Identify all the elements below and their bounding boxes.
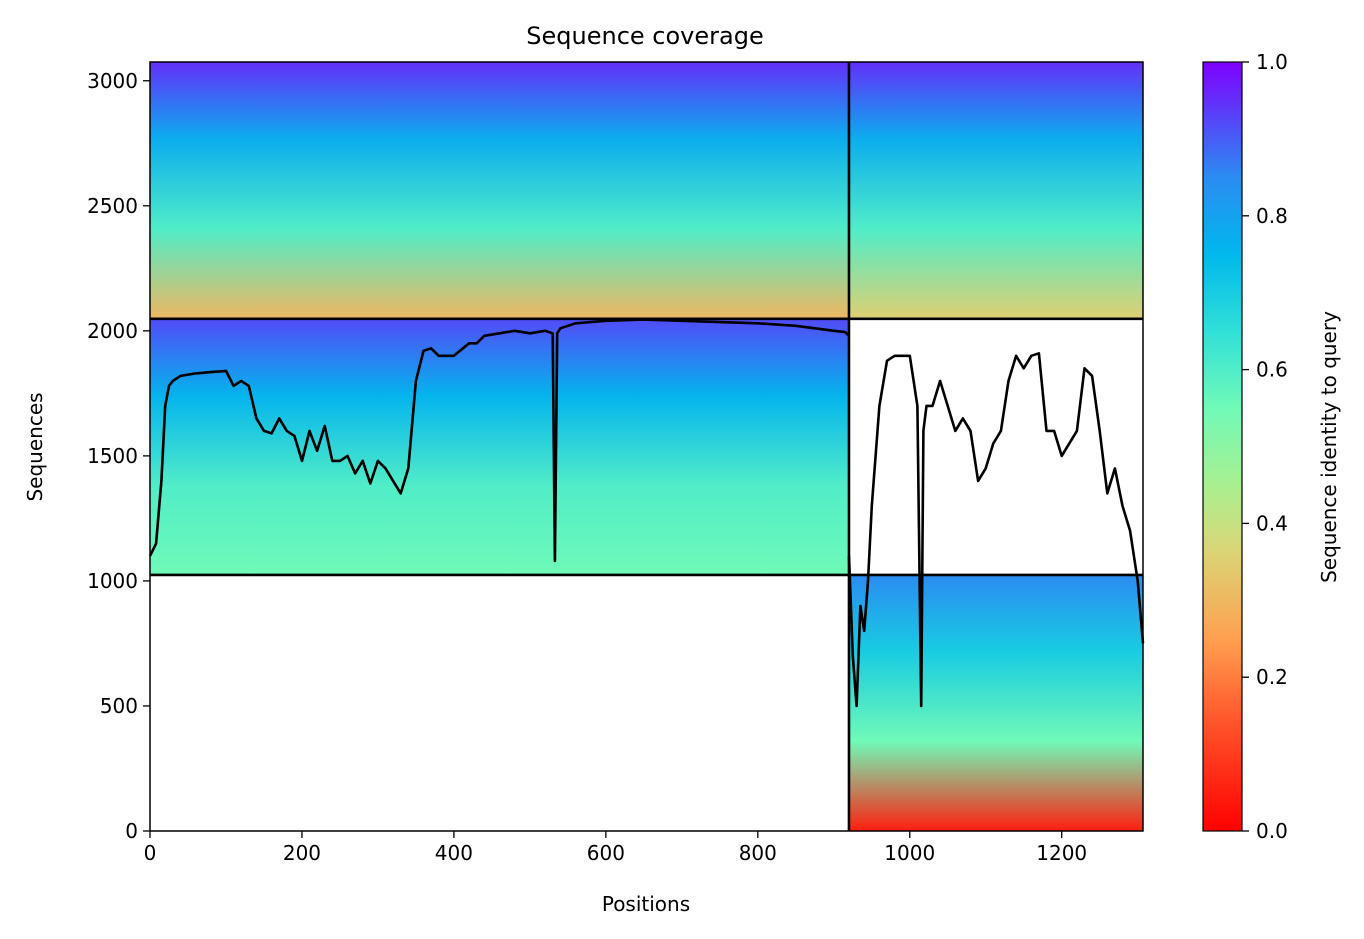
heatmap-block: [150, 62, 849, 319]
y-tick-label: 1000: [87, 569, 138, 593]
y-axis-label: Sequences: [23, 392, 47, 501]
coverage-line: [847, 351, 1145, 708]
x-tick-label: 1200: [1036, 841, 1087, 865]
chart-title: Sequence coverage: [526, 22, 763, 50]
x-tick-label: 800: [739, 841, 777, 865]
x-tick-label: 0: [144, 841, 157, 865]
heatmap-block: [848, 574, 1143, 831]
colorbar-tick-label: 0.6: [1256, 358, 1288, 382]
y-tick-label: 0: [125, 819, 138, 843]
colorbar-tick-label: 0.4: [1256, 511, 1288, 535]
x-tick-label: 1000: [884, 841, 935, 865]
y-tick-label: 2000: [87, 319, 138, 343]
coverage-line: [148, 318, 850, 563]
y-tick-label: 2500: [87, 194, 138, 218]
x-tick-label: 400: [435, 841, 473, 865]
heatmap-blocks: [150, 62, 1143, 831]
colorbar-tick-label: 0.2: [1256, 665, 1288, 689]
chain-boundaries: [150, 62, 1143, 831]
colorbar-tick-label: 1.0: [1256, 50, 1288, 74]
colorbar-tick-label: 0.0: [1256, 819, 1288, 843]
y-tick-label: 3000: [87, 69, 138, 93]
colorbar-tick-label: 0.8: [1256, 204, 1288, 228]
colorbar-label: Sequence identity to query: [1317, 311, 1341, 583]
colorbar-ticks: 0.0 0.2 0.4 0.6 0.8 1.0: [1242, 50, 1288, 843]
y-tick-label: 500: [100, 694, 138, 718]
plot-area: [148, 61, 1145, 832]
heatmap-block: [848, 62, 1143, 319]
colorbar: 0.0 0.2 0.4 0.6 0.8 1.0 Sequence identity to …: [1202, 50, 1341, 843]
x-axis: 0 200 400 600 800 1000 1200: [144, 831, 1087, 865]
plot-frame: [149, 61, 1144, 832]
x-tick-label: 200: [283, 841, 321, 865]
colorbar-gradient: [1202, 61, 1243, 832]
y-axis: 0 500 1000 1500 2000 2500 3000: [87, 69, 150, 843]
coverage-lines: [148, 318, 1145, 708]
x-axis-label: Positions: [602, 892, 690, 916]
y-tick-label: 1500: [87, 444, 138, 468]
heatmap-block: [150, 318, 849, 575]
x-tick-label: 600: [587, 841, 625, 865]
